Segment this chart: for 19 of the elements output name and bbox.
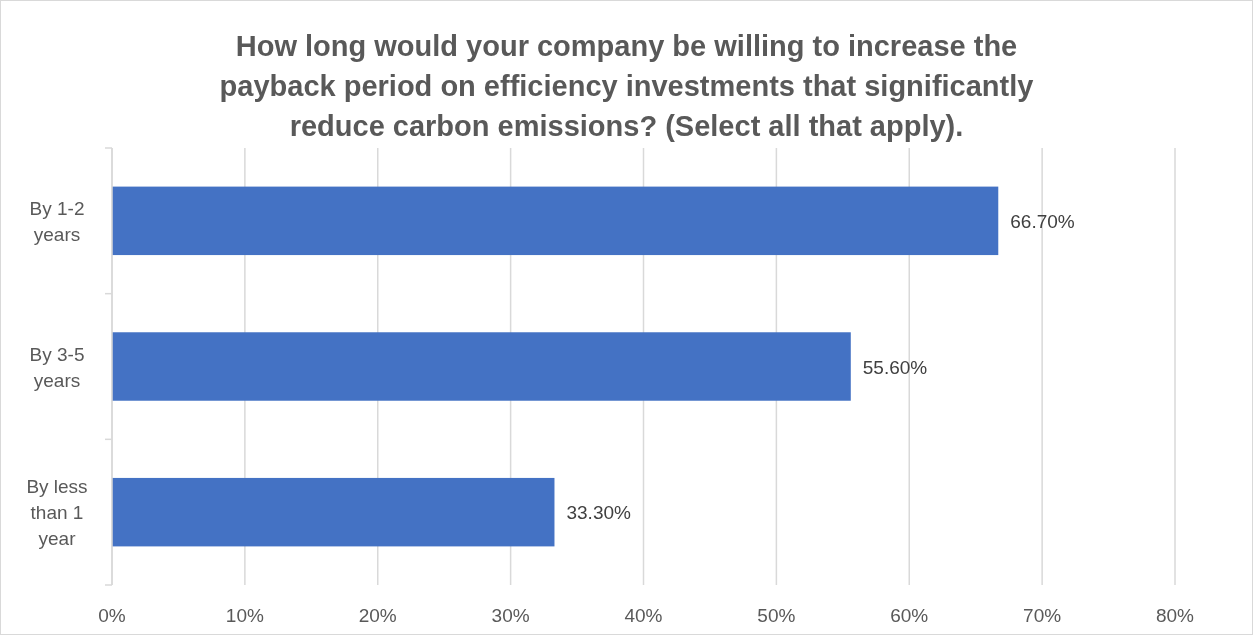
- chart-title: How long would your company be willing to increase the payback period on efficiency investments that significantly reduce carbon emissions? (Select all that apply).: [219, 30, 1034, 142]
- bar: [112, 332, 851, 401]
- x-tick-label: 30%: [491, 605, 530, 626]
- x-tick-label: 70%: [1023, 605, 1062, 626]
- y-tick-label: By 1-2 years: [29, 197, 85, 245]
- x-tick-label: 60%: [890, 605, 929, 626]
- x-tick-label: 0%: [98, 605, 126, 626]
- y-tick-label: By less than 1 year: [26, 476, 88, 550]
- x-tick-label: 10%: [225, 605, 264, 626]
- x-tick-label: 20%: [358, 605, 397, 626]
- bar: [112, 186, 999, 256]
- y-tick-label: By 3-5 years: [29, 343, 85, 391]
- x-tick-label: 50%: [757, 605, 796, 626]
- data-label: 55.60%: [862, 356, 928, 378]
- data-label: 66.70%: [1010, 210, 1075, 232]
- data-label: 33.30%: [566, 502, 632, 524]
- bar: [112, 477, 555, 547]
- x-tick-label: 40%: [624, 605, 663, 626]
- x-tick-label: 80%: [1155, 605, 1195, 626]
